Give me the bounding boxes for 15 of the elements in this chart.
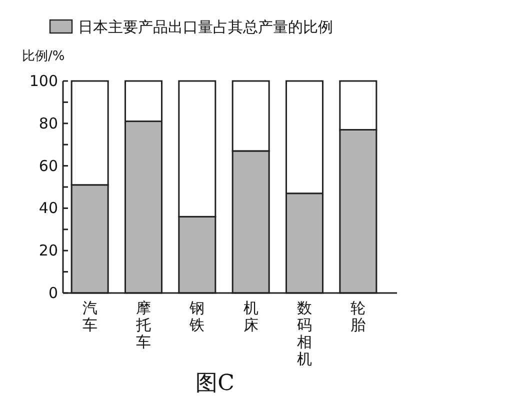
y-tick-label: 40 xyxy=(38,199,58,218)
y-axis-title: 比例/% xyxy=(22,49,65,64)
x-tick-label: 汽车 xyxy=(82,299,98,334)
text: 图C xyxy=(196,371,234,396)
x-tick-label: 轮胎 xyxy=(350,299,366,334)
y-tick-label: 60 xyxy=(38,156,58,175)
x-tick-label: 钢铁 xyxy=(188,299,205,334)
y-tick-label: 20 xyxy=(38,242,58,260)
y-tick-label: 80 xyxy=(38,114,58,132)
legend-label: 日本主要产品出口量占其总产量的比例 xyxy=(78,18,333,36)
y-tick-label: 100 xyxy=(29,72,58,90)
x-tick-label: 摩托车 xyxy=(135,299,151,351)
x-tick-label: 数码相机 xyxy=(297,299,312,368)
y-tick-label: 0 xyxy=(48,284,58,302)
x-tick-label: 机床 xyxy=(243,299,258,334)
